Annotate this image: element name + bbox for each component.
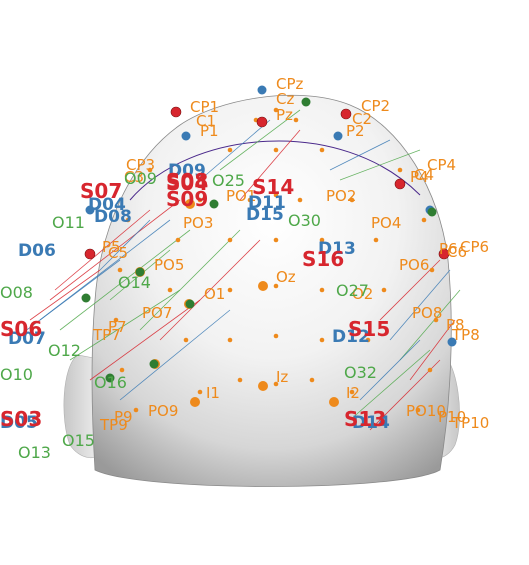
ch-15-label: O15 <box>62 431 95 450</box>
eeg-electrode-dot <box>228 238 233 243</box>
eeg-cp6-label: CP6 <box>460 238 489 256</box>
ch-09-label: O09 <box>124 169 157 188</box>
eeg-p1-label: P1 <box>200 122 219 140</box>
ch-10-label: O10 <box>0 365 33 384</box>
src-s06-label: S06 <box>0 317 42 341</box>
eeg-electrode-dot <box>274 334 279 339</box>
eeg-electrode-dot <box>430 268 435 273</box>
eeg-electrode-dot <box>134 408 139 413</box>
ch-16-label: O16 <box>94 373 127 392</box>
eeg-tp7-label: TP7 <box>92 326 121 344</box>
eeg-pz-label: Pz <box>276 106 293 124</box>
eeg-po9-label: PO9 <box>148 402 178 420</box>
channel-optode <box>150 360 159 369</box>
det-d06-label: D06 <box>18 241 56 261</box>
src-s13-label: S13 <box>344 407 386 431</box>
eeg-electrode-dot <box>320 148 325 153</box>
eeg-electrode-dot <box>238 378 243 383</box>
source-optode <box>341 109 351 119</box>
eeg-tp9-label: TP9 <box>99 416 128 434</box>
ch-25-label: O25 <box>212 171 245 190</box>
eeg-electrode-dot <box>274 238 279 243</box>
eeg-i2-label: I2 <box>346 384 360 402</box>
src-s07-label: S07 <box>80 179 122 203</box>
channel-optode <box>428 208 437 217</box>
eeg-electrode-dot <box>374 238 379 243</box>
eeg-po3-label: PO3 <box>183 214 213 232</box>
channel-optode <box>82 294 91 303</box>
eeg-electrode-dot <box>310 378 315 383</box>
eeg-electrode-dot <box>228 338 233 343</box>
eeg-electrode-dot <box>320 288 325 293</box>
eeg-o1-label: O1 <box>204 285 225 303</box>
channel-optode <box>186 300 195 309</box>
eeg-tp10-label: TP10 <box>451 414 489 432</box>
eeg-electrode-dot <box>274 148 279 153</box>
ch-27-label: O27 <box>336 281 369 300</box>
eeg-electrode-dot <box>168 288 173 293</box>
source-optode <box>171 107 181 117</box>
eeg-electrode-dot <box>298 198 303 203</box>
src-s16-label: S16 <box>302 247 344 271</box>
eeg-p4-label: P4 <box>410 168 429 186</box>
src-s03-label: S03 <box>0 407 42 431</box>
ch-08-label: O08 <box>0 283 33 302</box>
eeg-electrode-dot <box>294 118 299 123</box>
eeg-electrode-marker <box>329 397 339 407</box>
eeg-electrode-marker <box>258 381 268 391</box>
detector-optode <box>258 86 267 95</box>
source-optode <box>85 249 95 259</box>
ch-13-label: O13 <box>18 443 51 462</box>
source-optode <box>257 117 267 127</box>
eeg-c5-label: C5 <box>108 244 128 262</box>
det-d15-label: D15 <box>246 205 284 225</box>
ch-11-label: O11 <box>52 213 85 232</box>
eeg-electrode-dot <box>176 238 181 243</box>
ch-30-label: O30 <box>288 211 321 230</box>
eeg-electrode-dot <box>184 338 189 343</box>
detector-optode <box>334 132 343 141</box>
eeg-electrode-marker <box>190 397 200 407</box>
eeg-electrode-dot <box>228 288 233 293</box>
eeg-electrode-dot <box>382 288 387 293</box>
channel-optode <box>302 98 311 107</box>
ch-14-label: O14 <box>118 273 151 292</box>
source-optode <box>395 179 405 189</box>
eeg-electrode-dot <box>428 368 433 373</box>
eeg-po5-label: PO5 <box>154 256 184 274</box>
channel-optode <box>210 200 219 209</box>
det-d08-label: D08 <box>94 207 132 227</box>
src-s15-label: S15 <box>348 317 390 341</box>
eeg-tp8-label: TP8 <box>451 326 480 344</box>
eeg-iz-label: Iz <box>276 368 288 386</box>
eeg-po7-label: PO7 <box>142 304 172 322</box>
ch-12-label: O12 <box>48 341 81 360</box>
eeg-electrode-dot <box>320 338 325 343</box>
eeg-electrode-dot <box>198 390 203 395</box>
eeg-electrode-marker <box>258 281 268 291</box>
eeg-po2-label: PO2 <box>326 187 356 205</box>
eeg-electrode-dot <box>120 368 125 373</box>
eeg-electrode-dot <box>228 148 233 153</box>
src-s14-label: S14 <box>252 175 294 199</box>
detector-optode <box>182 132 191 141</box>
eeg-po8-label: PO8 <box>412 304 442 322</box>
channel-line <box>30 270 100 320</box>
eeg-electrode-dot <box>398 168 403 173</box>
ch-32-label: O32 <box>344 363 377 382</box>
eeg-electrode-dot <box>422 218 427 223</box>
eeg-i1-label: I1 <box>206 384 220 402</box>
eeg-po4-label: PO4 <box>371 214 401 232</box>
eeg-po6-label: PO6 <box>399 256 429 274</box>
eeg-p2-label: P2 <box>346 122 365 140</box>
eeg-oz-label: Oz <box>276 268 296 286</box>
src-s04-label: S04 <box>166 171 208 195</box>
eeg-electrode-dot <box>118 268 123 273</box>
